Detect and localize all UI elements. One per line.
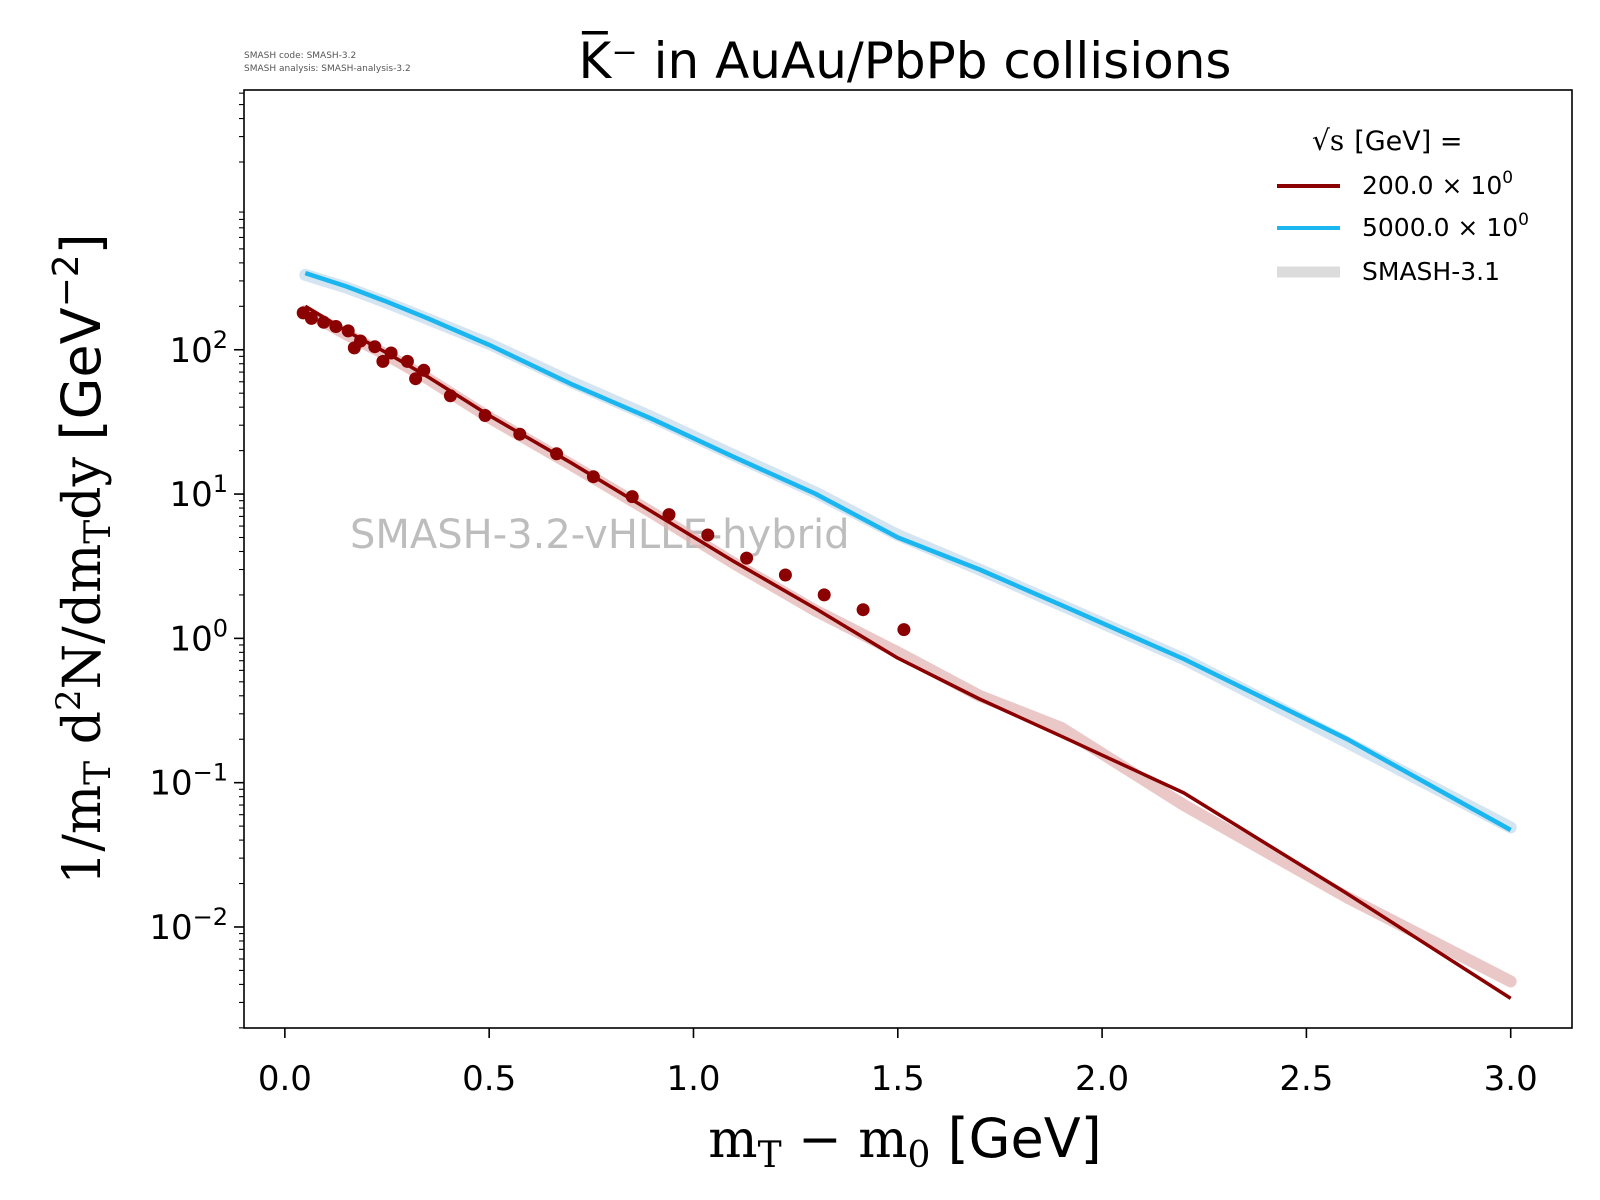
data-point: [778, 568, 792, 582]
x-tick-label: 2.0: [1075, 1059, 1129, 1099]
data-point: [417, 363, 431, 377]
series-line-1: [304, 270, 1512, 832]
y-tick-label: 10−1: [149, 759, 228, 804]
data-point: [817, 588, 831, 602]
legend-entry-5000: 5000.0 × 100: [1362, 210, 1529, 242]
data-point: [443, 389, 457, 403]
data-point: [384, 346, 398, 360]
legend-entry-200: 200.0 × 100: [1362, 168, 1513, 200]
y-tick-label: 102: [169, 326, 228, 371]
legend-entry-smash31: SMASH-3.1: [1362, 257, 1500, 286]
y-tick-label: 101: [169, 470, 228, 515]
data-point: [368, 340, 382, 354]
data-point: [304, 311, 318, 325]
data-point: [513, 427, 527, 441]
data-point: [550, 447, 564, 461]
data-point: [354, 334, 367, 348]
data-point: [329, 320, 343, 333]
legend: √s [GeV] = 200.0 × 100 5000.0 × 100 SMASH…: [1277, 124, 1529, 286]
x-tick-label: 0.0: [258, 1059, 312, 1099]
x-axis-label: mT − m0 [GeV]: [708, 1107, 1101, 1176]
y-tick-label: 100: [169, 614, 228, 659]
x-tick-label: 1.0: [666, 1059, 720, 1099]
series-line-0: [304, 304, 1512, 1000]
axes-frame: [243, 89, 1573, 1029]
x-tick-label: 0.5: [462, 1059, 516, 1099]
x-tick-label: 2.5: [1279, 1059, 1333, 1099]
data-point: [400, 354, 414, 368]
data-point: [409, 372, 423, 386]
watermark: SMASH-3.2-vHLLE-hybrid: [350, 512, 850, 558]
x-axis: 0.0 0.5 1.0 1.5 2.0 2.5 3.0: [258, 1028, 1538, 1099]
data-point: [478, 409, 492, 422]
legend-title-unit: [GeV] =: [1354, 126, 1462, 157]
plot-area: [296, 268, 1517, 1000]
y-tick-label: 10−2: [149, 903, 228, 948]
data-point: [740, 551, 754, 565]
x-tick-label: 3.0: [1484, 1059, 1538, 1099]
data-point: [897, 623, 911, 637]
smash-code-meta: SMASH code: SMASH-3.2: [244, 51, 356, 61]
data-point: [625, 490, 639, 504]
svg-text:1/mT d2N/dmTdy [GeV−2]: 1/mT d2N/dmTdy [GeV−2]: [46, 233, 119, 884]
data-point: [376, 354, 390, 368]
legend-sqrt-s: √s: [1312, 124, 1344, 157]
data-point: [701, 528, 715, 542]
chart-title: K̅⁻ in AuAu/PbPb collisions: [579, 31, 1232, 90]
x-tick-label: 1.5: [871, 1059, 925, 1099]
data-point: [662, 508, 676, 522]
y-axis-label: 1/mT d2N/dmTdy [GeV−2]: [46, 233, 119, 884]
y-axis: 102 101 100 10−1 10−2: [149, 92, 244, 1029]
data-point: [586, 470, 600, 484]
data-point: [341, 324, 355, 338]
data-point: [317, 315, 331, 329]
data-point: [856, 603, 870, 617]
smash-analysis-meta: SMASH analysis: SMASH-analysis-3.2: [244, 64, 411, 74]
legend-title: √s [GeV] =: [1312, 124, 1463, 157]
